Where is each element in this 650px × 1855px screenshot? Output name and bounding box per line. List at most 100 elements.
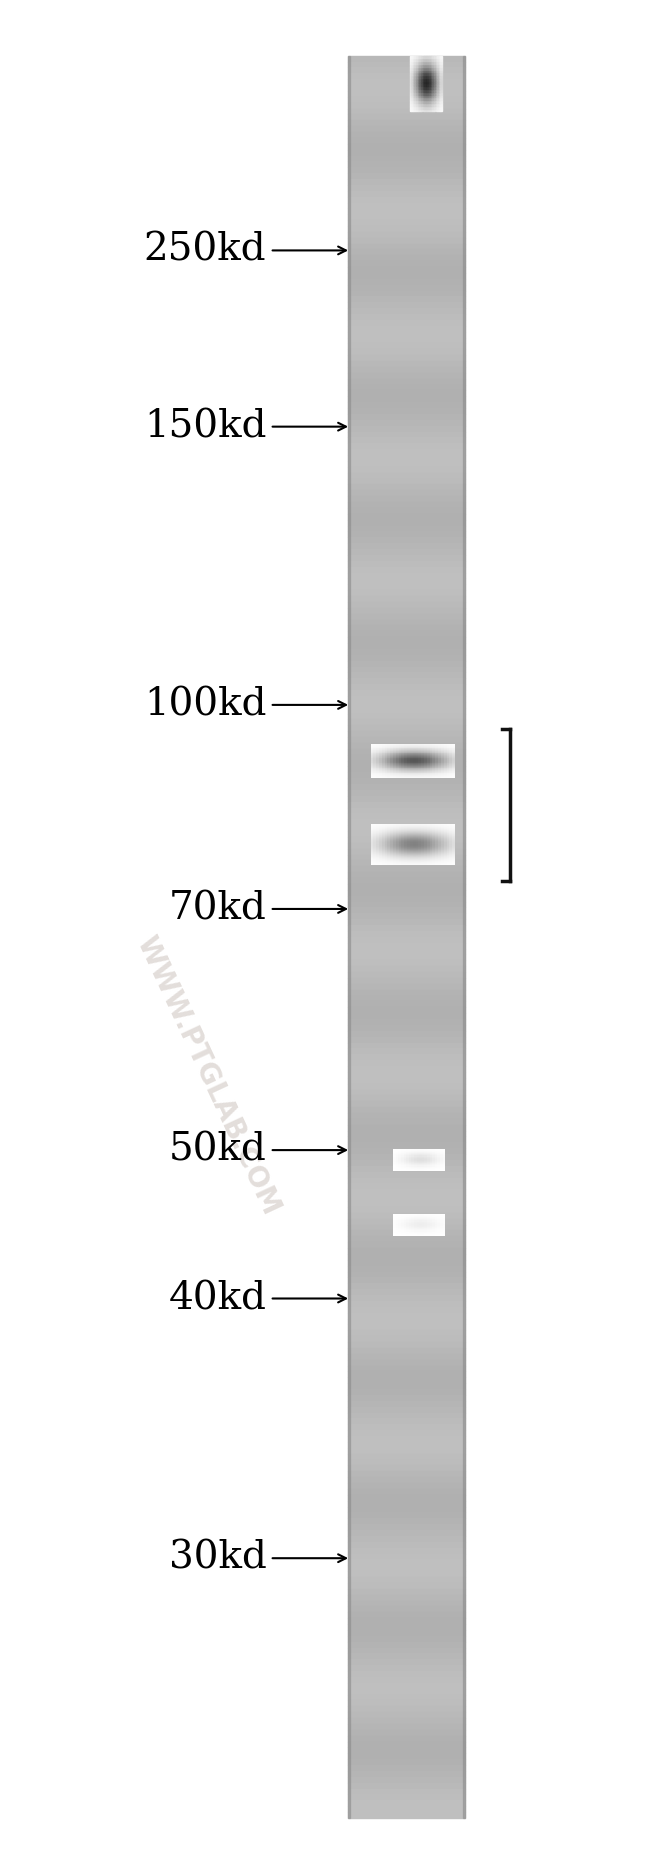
Bar (348, 425, 465, 432)
Bar (348, 590, 465, 595)
Bar (415, 72, 416, 76)
Bar (424, 87, 426, 89)
Bar (348, 302, 465, 308)
Bar (439, 93, 441, 95)
Bar (348, 156, 465, 161)
Bar (348, 72, 465, 80)
Bar (436, 78, 437, 82)
Bar (441, 76, 442, 78)
Bar (348, 907, 465, 913)
Bar (348, 1137, 465, 1143)
Bar (410, 98, 411, 100)
Bar (411, 65, 413, 67)
Bar (441, 59, 442, 61)
Bar (432, 65, 434, 67)
Bar (421, 82, 422, 83)
Bar (348, 1425, 465, 1430)
Bar (348, 1243, 465, 1248)
Bar (419, 87, 421, 89)
Bar (417, 89, 419, 93)
Bar (434, 89, 436, 93)
Bar (421, 93, 422, 95)
Bar (426, 82, 427, 83)
Bar (439, 59, 441, 61)
Bar (428, 104, 429, 106)
Bar (428, 72, 429, 76)
Bar (348, 684, 465, 690)
Bar (410, 76, 411, 78)
Bar (348, 983, 465, 991)
Bar (348, 1465, 465, 1471)
Bar (441, 65, 442, 67)
Bar (348, 449, 465, 454)
Bar (441, 104, 442, 106)
Bar (432, 100, 434, 104)
Bar (348, 326, 465, 332)
Bar (424, 95, 426, 98)
Bar (434, 78, 436, 82)
Bar (429, 82, 430, 83)
Bar (348, 408, 465, 414)
Bar (415, 65, 416, 67)
Bar (421, 70, 422, 72)
Bar (419, 59, 421, 61)
Bar (348, 1695, 465, 1701)
Bar (410, 106, 411, 109)
Bar (441, 70, 442, 72)
Bar (348, 996, 465, 1002)
Bar (422, 82, 424, 83)
Bar (348, 1582, 465, 1588)
Text: 150kd: 150kd (144, 408, 266, 445)
Bar (416, 104, 417, 106)
Bar (348, 831, 465, 837)
Bar (432, 59, 434, 61)
Bar (348, 1183, 465, 1189)
Bar (348, 1588, 465, 1595)
Bar (424, 59, 426, 61)
Bar (422, 100, 424, 104)
Bar (348, 1124, 465, 1132)
Bar (416, 56, 417, 59)
Bar (426, 61, 427, 65)
Bar (429, 70, 430, 72)
Bar (430, 104, 432, 106)
Bar (428, 87, 429, 89)
Bar (422, 93, 424, 95)
Bar (439, 100, 441, 104)
Bar (348, 1284, 465, 1289)
Bar (426, 100, 427, 104)
Bar (417, 72, 419, 76)
Bar (419, 98, 421, 100)
Bar (419, 104, 421, 106)
Bar (437, 65, 439, 67)
Bar (348, 1319, 465, 1324)
Bar (348, 555, 465, 560)
Bar (429, 93, 430, 95)
Bar (348, 714, 465, 720)
Bar (348, 367, 465, 373)
Bar (348, 736, 465, 742)
Bar (411, 70, 413, 72)
Bar (348, 614, 465, 620)
Bar (441, 93, 442, 95)
Bar (415, 78, 416, 82)
Bar (441, 95, 442, 98)
Bar (348, 937, 465, 942)
Bar (348, 731, 465, 736)
Bar (439, 67, 441, 70)
Bar (348, 890, 465, 896)
Bar (348, 1547, 465, 1553)
Bar (348, 173, 465, 180)
Bar (348, 1414, 465, 1419)
Bar (348, 490, 465, 495)
Bar (348, 243, 465, 250)
Bar (411, 83, 413, 87)
Bar (348, 1406, 465, 1414)
Bar (415, 83, 416, 87)
Bar (429, 95, 430, 98)
Bar (415, 100, 416, 104)
Bar (348, 1061, 465, 1067)
Bar (430, 93, 432, 95)
Bar (413, 106, 415, 109)
Bar (348, 1471, 465, 1477)
